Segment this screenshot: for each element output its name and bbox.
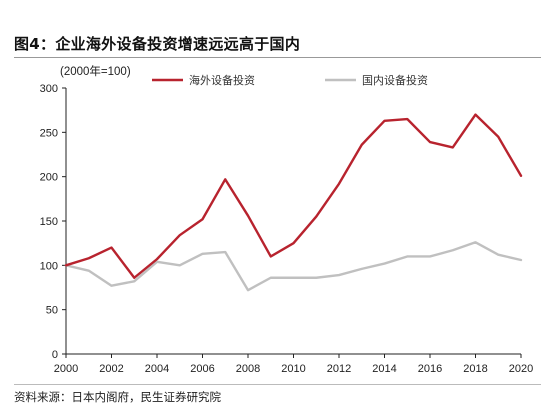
y-tick-label: 150 [40,216,58,228]
title-divider [14,57,541,58]
figure-title: 图4：企业海外设备投资增速远远高于国内 [14,35,301,53]
y-tick-label: 300 [40,83,58,95]
legend-label-domestic: 国内设备投资 [362,73,428,87]
source-note: 资料来源：日本内阁府，民生证券研究院 [14,390,221,404]
x-tick-label: 2008 [236,363,260,375]
x-tick-label: 2014 [372,363,396,375]
axes: 0 50 100 150 200 250 300 2000 2002 2004 2006 2008 20… [40,83,534,375]
y-tick-label: 0 [52,349,58,361]
x-tick-label: 2002 [99,363,123,375]
x-tick-label: 2000 [54,363,78,375]
x-tick-label: 2006 [190,363,214,375]
x-tick-label: 2016 [418,363,442,375]
x-tick-label: 2012 [327,363,351,375]
x-tick-label: 2018 [463,363,487,375]
x-tick-label: 2010 [281,363,305,375]
series-line-overseas [64,113,523,279]
source-divider [14,384,541,385]
x-tick-label: 2004 [145,363,169,375]
series-line-domestic [64,241,523,292]
y-tick-label: 250 [40,127,58,139]
legend: 海外设备投资 国内设备投资 [152,73,428,87]
y-tick-label: 50 [46,305,58,317]
y-unit-label: (2000年=100) [60,64,131,78]
series-layer [64,113,523,292]
legend-label-overseas: 海外设备投资 [189,73,255,87]
x-tick-label: 2020 [509,363,533,375]
line-chart: (2000年=100) 0 50 100 150 200 250 300 2000 2002 20… [40,64,534,375]
y-tick-label: 100 [40,260,58,272]
y-tick-label: 200 [40,172,58,184]
